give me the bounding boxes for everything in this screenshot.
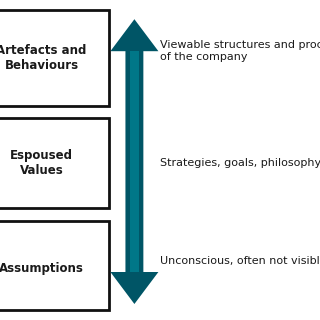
Text: Artefacts and
Behaviours: Artefacts and Behaviours xyxy=(0,44,87,72)
Text: Assumptions: Assumptions xyxy=(0,262,84,275)
Polygon shape xyxy=(130,51,139,272)
Bar xyxy=(0,10,109,106)
Text: Viewable structures and process
of the company: Viewable structures and process of the c… xyxy=(160,40,320,62)
Polygon shape xyxy=(110,19,158,304)
Text: Strategies, goals, philosophy: Strategies, goals, philosophy xyxy=(160,158,320,168)
Text: Espoused
Values: Espoused Values xyxy=(10,149,73,177)
Bar xyxy=(0,221,109,310)
Bar xyxy=(0,118,109,208)
Text: Unconscious, often not visible: Unconscious, often not visible xyxy=(160,256,320,266)
